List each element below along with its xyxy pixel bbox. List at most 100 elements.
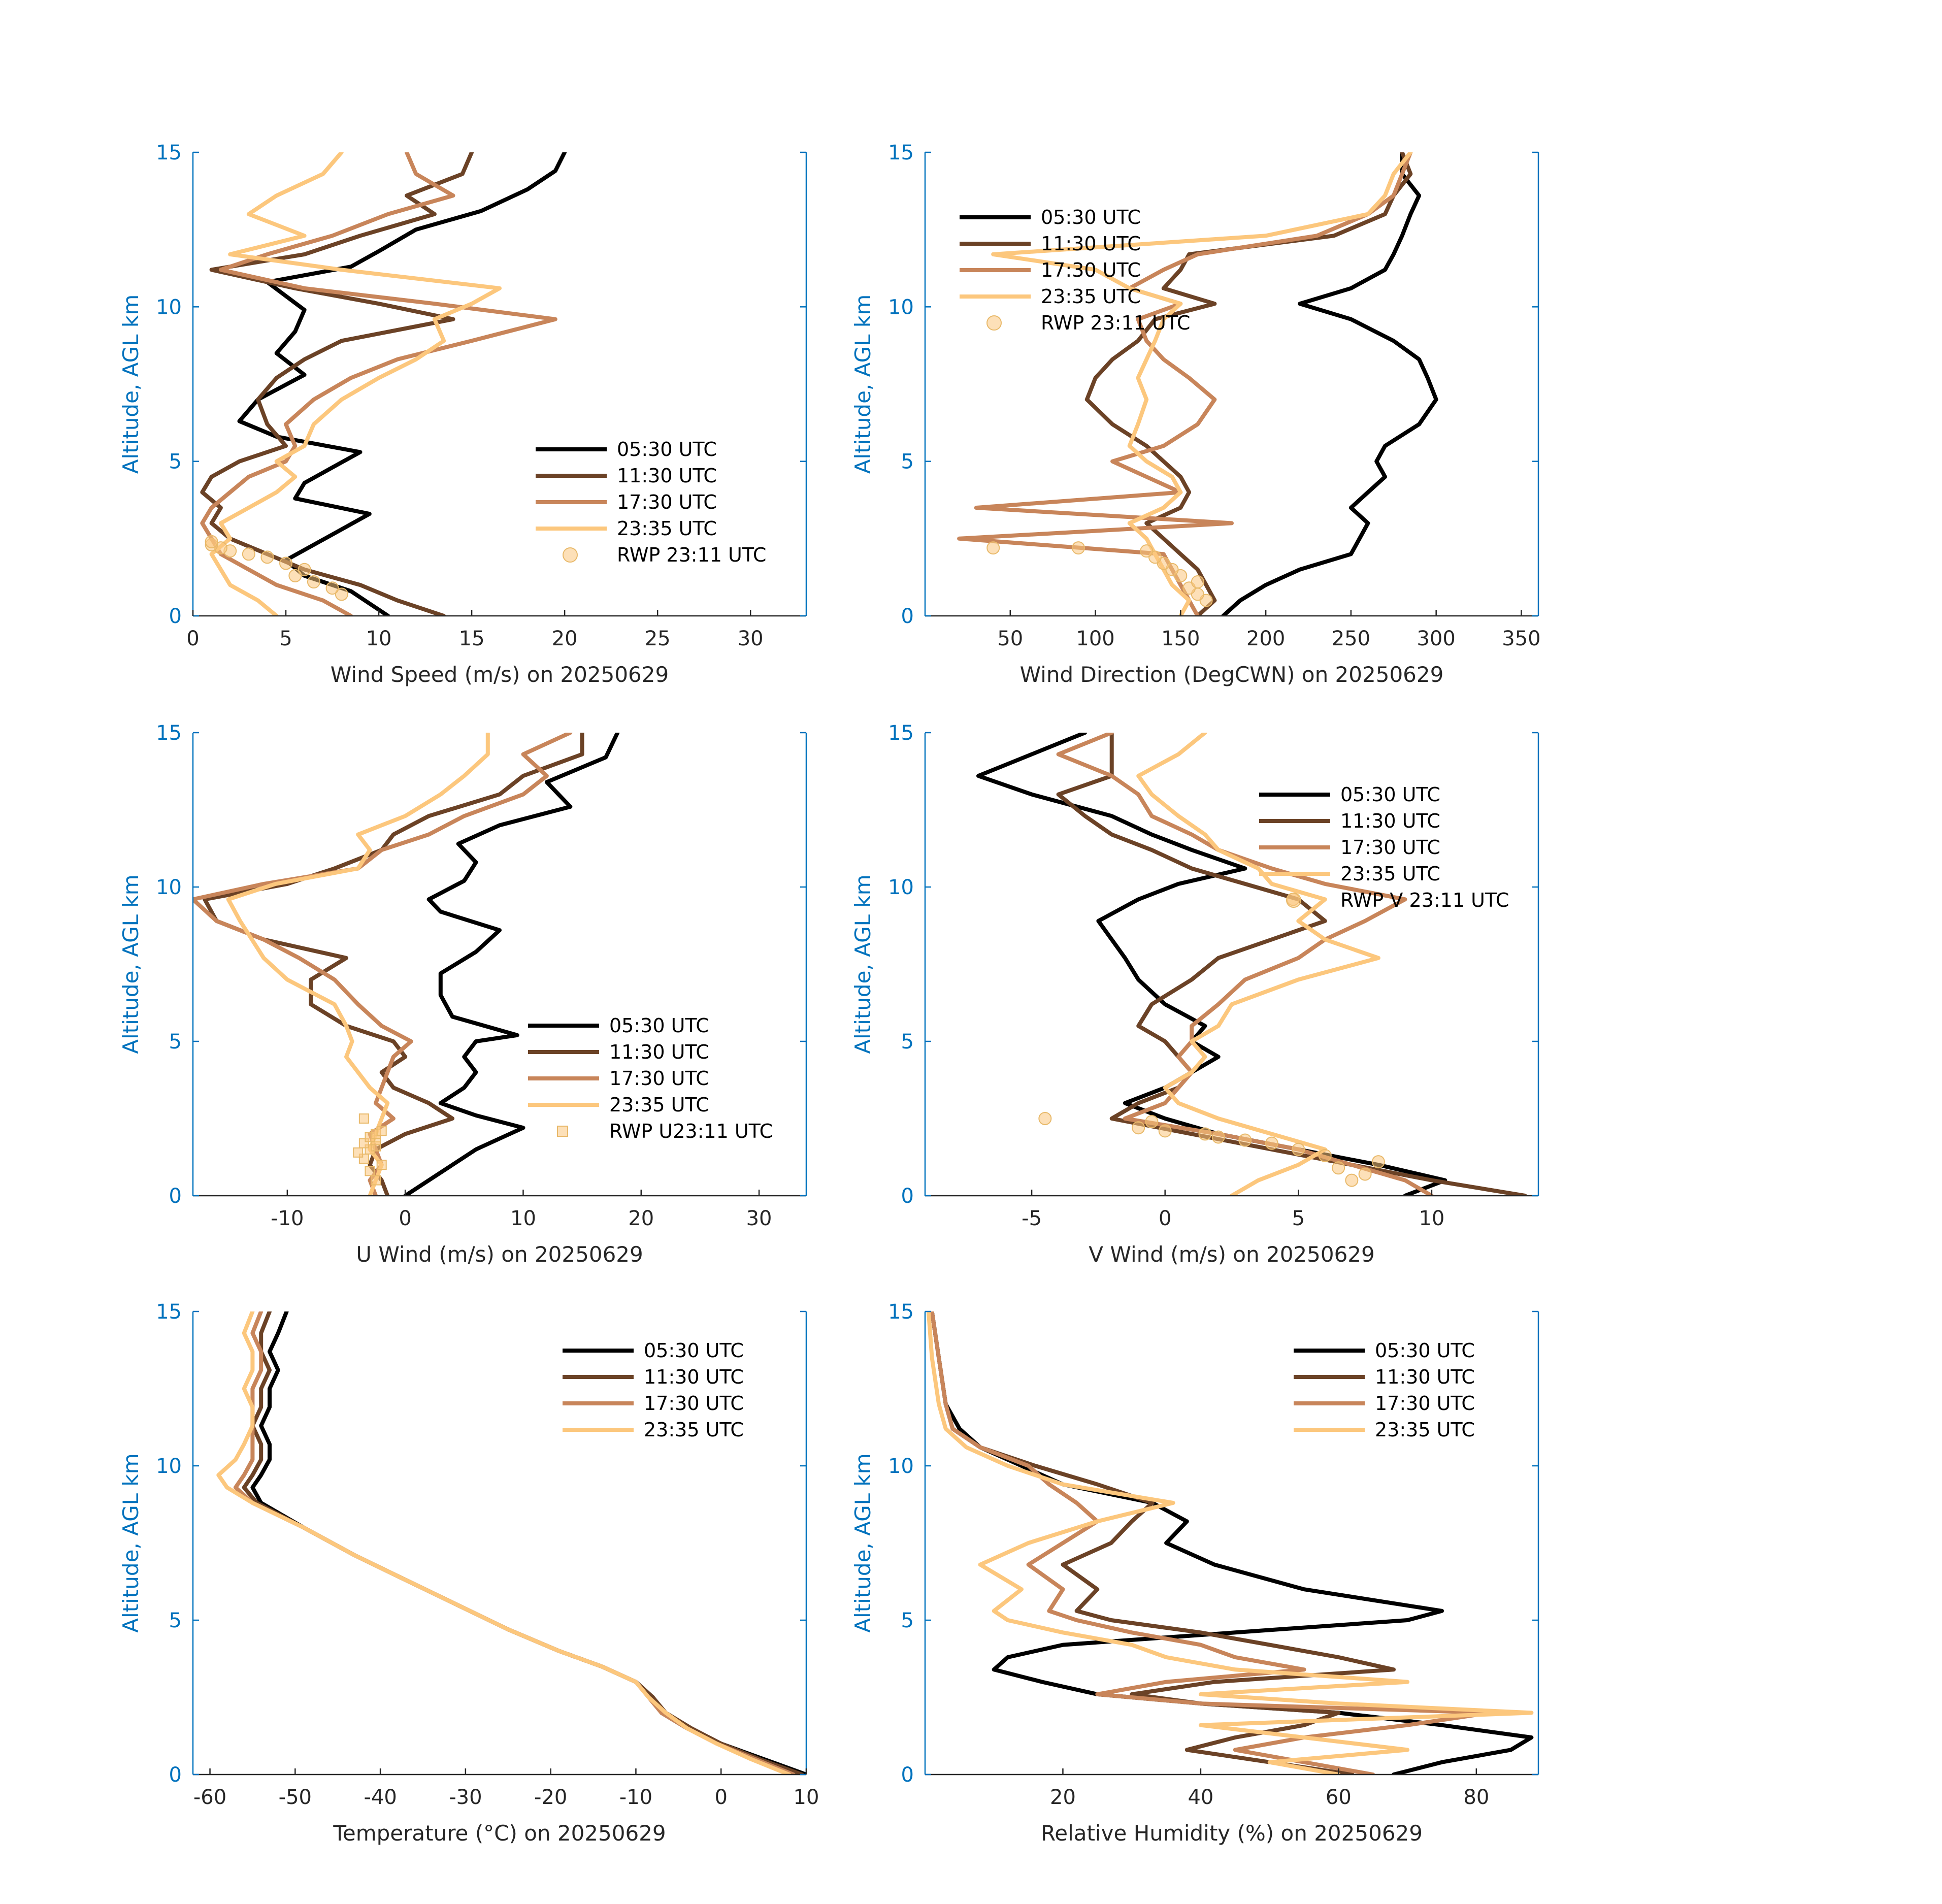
legend-label: 23:35 UTC: [1041, 285, 1141, 308]
marker-rwp-u23-11-utc-4: [353, 1147, 364, 1158]
x-tick-label: 80: [1463, 1786, 1489, 1809]
y-tick-label: 15: [888, 1300, 914, 1324]
x-tick-label: 10: [510, 1207, 536, 1230]
plot-area: [957, 152, 1438, 616]
marker-rwp-v-23-11-utc-11: [1132, 1121, 1145, 1135]
legend-label: 11:30 UTC: [644, 1366, 744, 1388]
plot-area: [200, 152, 567, 616]
x-tick-label: 50: [997, 627, 1023, 650]
legend-label: 17:30 UTC: [1375, 1392, 1475, 1415]
chart-panel-6: 0 5 10 15 20 40 60 80 Altitude, AGL km Relative H…: [850, 1300, 1539, 1846]
marker-rwp-v-23-11-utc-12: [1145, 1115, 1159, 1129]
x-tick-label: 20: [1050, 1786, 1076, 1809]
y-tick-label: 0: [169, 1185, 182, 1208]
legend-label: 17:30 UTC: [1041, 259, 1141, 281]
y-tick-label: 15: [156, 1300, 182, 1324]
y-tick-label: 0: [901, 605, 914, 628]
x-axis-label: Relative Humidity (%) on 20250629: [1041, 1821, 1423, 1846]
x-tick-label: 250: [1332, 627, 1370, 650]
marker-rwp-v-23-11-utc-5: [1292, 1142, 1305, 1156]
plot-area: [193, 733, 620, 1196]
x-tick-label: 60: [1326, 1786, 1352, 1809]
y-axis-label: Altitude, AGL km: [850, 294, 875, 474]
chart-panel-1: 0 5 10 15 0 5 10 15 20 25 30 Altitude, AGL km Wind S…: [118, 141, 807, 687]
y-tick-label: 5: [901, 450, 914, 474]
legend-label: 11:30 UTC: [617, 465, 717, 487]
legend: 05:30 UTC 11:30 UTC 17:30 UTC 23:35 UTC RWP …: [1259, 783, 1509, 911]
x-tick-label: 5: [279, 627, 292, 650]
legend: 05:30 UTC 11:30 UTC 17:30 UTC 23:35 UTC: [1294, 1339, 1475, 1441]
series-line-05-30-utc: [403, 733, 620, 1196]
series-line-23-35-utc: [926, 1311, 1534, 1775]
x-tick-label: 0: [399, 1207, 411, 1230]
y-axis-label: Altitude, AGL km: [850, 1453, 875, 1632]
x-tick-label: -50: [279, 1786, 312, 1809]
marker-rwp-23-11-utc-4: [298, 563, 311, 576]
x-tick-label: 10: [1419, 1207, 1444, 1230]
y-tick-label: 10: [888, 296, 914, 319]
y-tick-label: 15: [156, 141, 182, 165]
marker-rwp-23-11-utc-6: [260, 550, 274, 564]
y-tick-label: 5: [169, 1609, 182, 1632]
x-tick-label: -5: [1022, 1207, 1042, 1230]
y-axis-label: Altitude, AGL km: [118, 294, 143, 474]
marker-rwp-u23-11-utc-1: [365, 1166, 375, 1176]
x-tick-label: 20: [552, 627, 578, 650]
marker-rwp-v-23-11-utc-2: [1332, 1161, 1345, 1175]
legend-label: RWP V 23:11 UTC: [1340, 889, 1509, 911]
x-tick-label: 40: [1188, 1786, 1213, 1809]
x-tick-label: 10: [366, 627, 392, 650]
y-axis-label: Altitude, AGL km: [850, 874, 875, 1054]
marker-rwp-v-23-11-utc-8: [1211, 1130, 1225, 1144]
chart-panel-5: 0 5 10 15 -60 -50 -40 -30 -20 -10 0 10 Altitude, AGL…: [118, 1300, 819, 1846]
y-tick-label: 10: [888, 1455, 914, 1478]
x-tick-label: -10: [271, 1207, 304, 1230]
marker-rwp-23-11-utc-11: [205, 535, 218, 548]
chart-panel-3: 0 5 10 15 -10 0 10 20 30 Altitude, AGL km U Wind (…: [118, 721, 807, 1267]
series-line-11-30-utc: [200, 152, 474, 616]
legend-label: 17:30 UTC: [609, 1067, 709, 1090]
legend-swatch: [986, 315, 1002, 331]
chart-panel-4: 0 5 10 15 -5 0 5 10 Altitude, AGL km V Wind (m/s)…: [850, 721, 1539, 1267]
x-tick-label: 30: [738, 627, 764, 650]
x-axis-label: Wind Speed (m/s) on 20250629: [331, 662, 669, 687]
x-tick-label: -40: [364, 1786, 397, 1809]
legend-label: 23:35 UTC: [609, 1094, 709, 1116]
y-tick-label: 0: [901, 1185, 914, 1208]
legend-label: 17:30 UTC: [617, 491, 717, 513]
series-line-17-30-utc: [200, 152, 557, 616]
series-line-05-30-utc: [1221, 152, 1438, 616]
chart-panel-2: 0 5 10 15 50 100 150 200 250 300 350 Altitude, AGL …: [850, 141, 1541, 687]
x-axis-label: Temperature (°C) on 20250629: [333, 1821, 666, 1846]
legend-label: 11:30 UTC: [609, 1041, 709, 1063]
y-tick-label: 5: [901, 1609, 914, 1632]
legend-label: RWP 23:11 UTC: [617, 544, 766, 566]
legend-swatch: [557, 1126, 568, 1137]
legend: 05:30 UTC 11:30 UTC 17:30 UTC 23:35 UTC RWP …: [528, 1014, 773, 1142]
x-tick-label: 10: [794, 1786, 819, 1809]
legend-label: 05:30 UTC: [644, 1339, 744, 1362]
x-tick-label: 0: [186, 627, 199, 650]
series-line-17-30-utc: [930, 1311, 1492, 1775]
marker-rwp-u23-11-utc-0: [371, 1175, 381, 1186]
legend-label: 05:30 UTC: [1340, 783, 1440, 806]
marker-rwp-23-11-utc-7: [242, 547, 255, 561]
marker-rwp-u23-11-utc-12: [358, 1113, 369, 1124]
x-tick-label: 25: [645, 627, 671, 650]
marker-rwp-23-11-utc-9: [1072, 541, 1085, 555]
y-tick-label: 10: [888, 876, 914, 899]
marker-rwp-u23-11-utc-2: [376, 1160, 387, 1170]
y-tick-label: 10: [156, 876, 182, 899]
x-tick-label: 100: [1076, 627, 1114, 650]
x-tick-label: 5: [1292, 1207, 1305, 1230]
x-tick-label: 30: [746, 1207, 772, 1230]
x-axis-label: Wind Direction (DegCWN) on 20250629: [1020, 662, 1444, 687]
x-tick-label: 0: [1159, 1207, 1171, 1230]
x-axis-label: U Wind (m/s) on 20250629: [356, 1242, 643, 1267]
marker-rwp-23-11-utc-10: [986, 541, 1000, 555]
legend: 05:30 UTC 11:30 UTC 17:30 UTC 23:35 UTC RWP …: [536, 438, 766, 566]
y-tick-label: 0: [901, 1763, 914, 1787]
marker-rwp-v-23-11-utc-0: [1345, 1173, 1359, 1187]
x-tick-label: 150: [1161, 627, 1200, 650]
plot-area: [976, 733, 1527, 1196]
